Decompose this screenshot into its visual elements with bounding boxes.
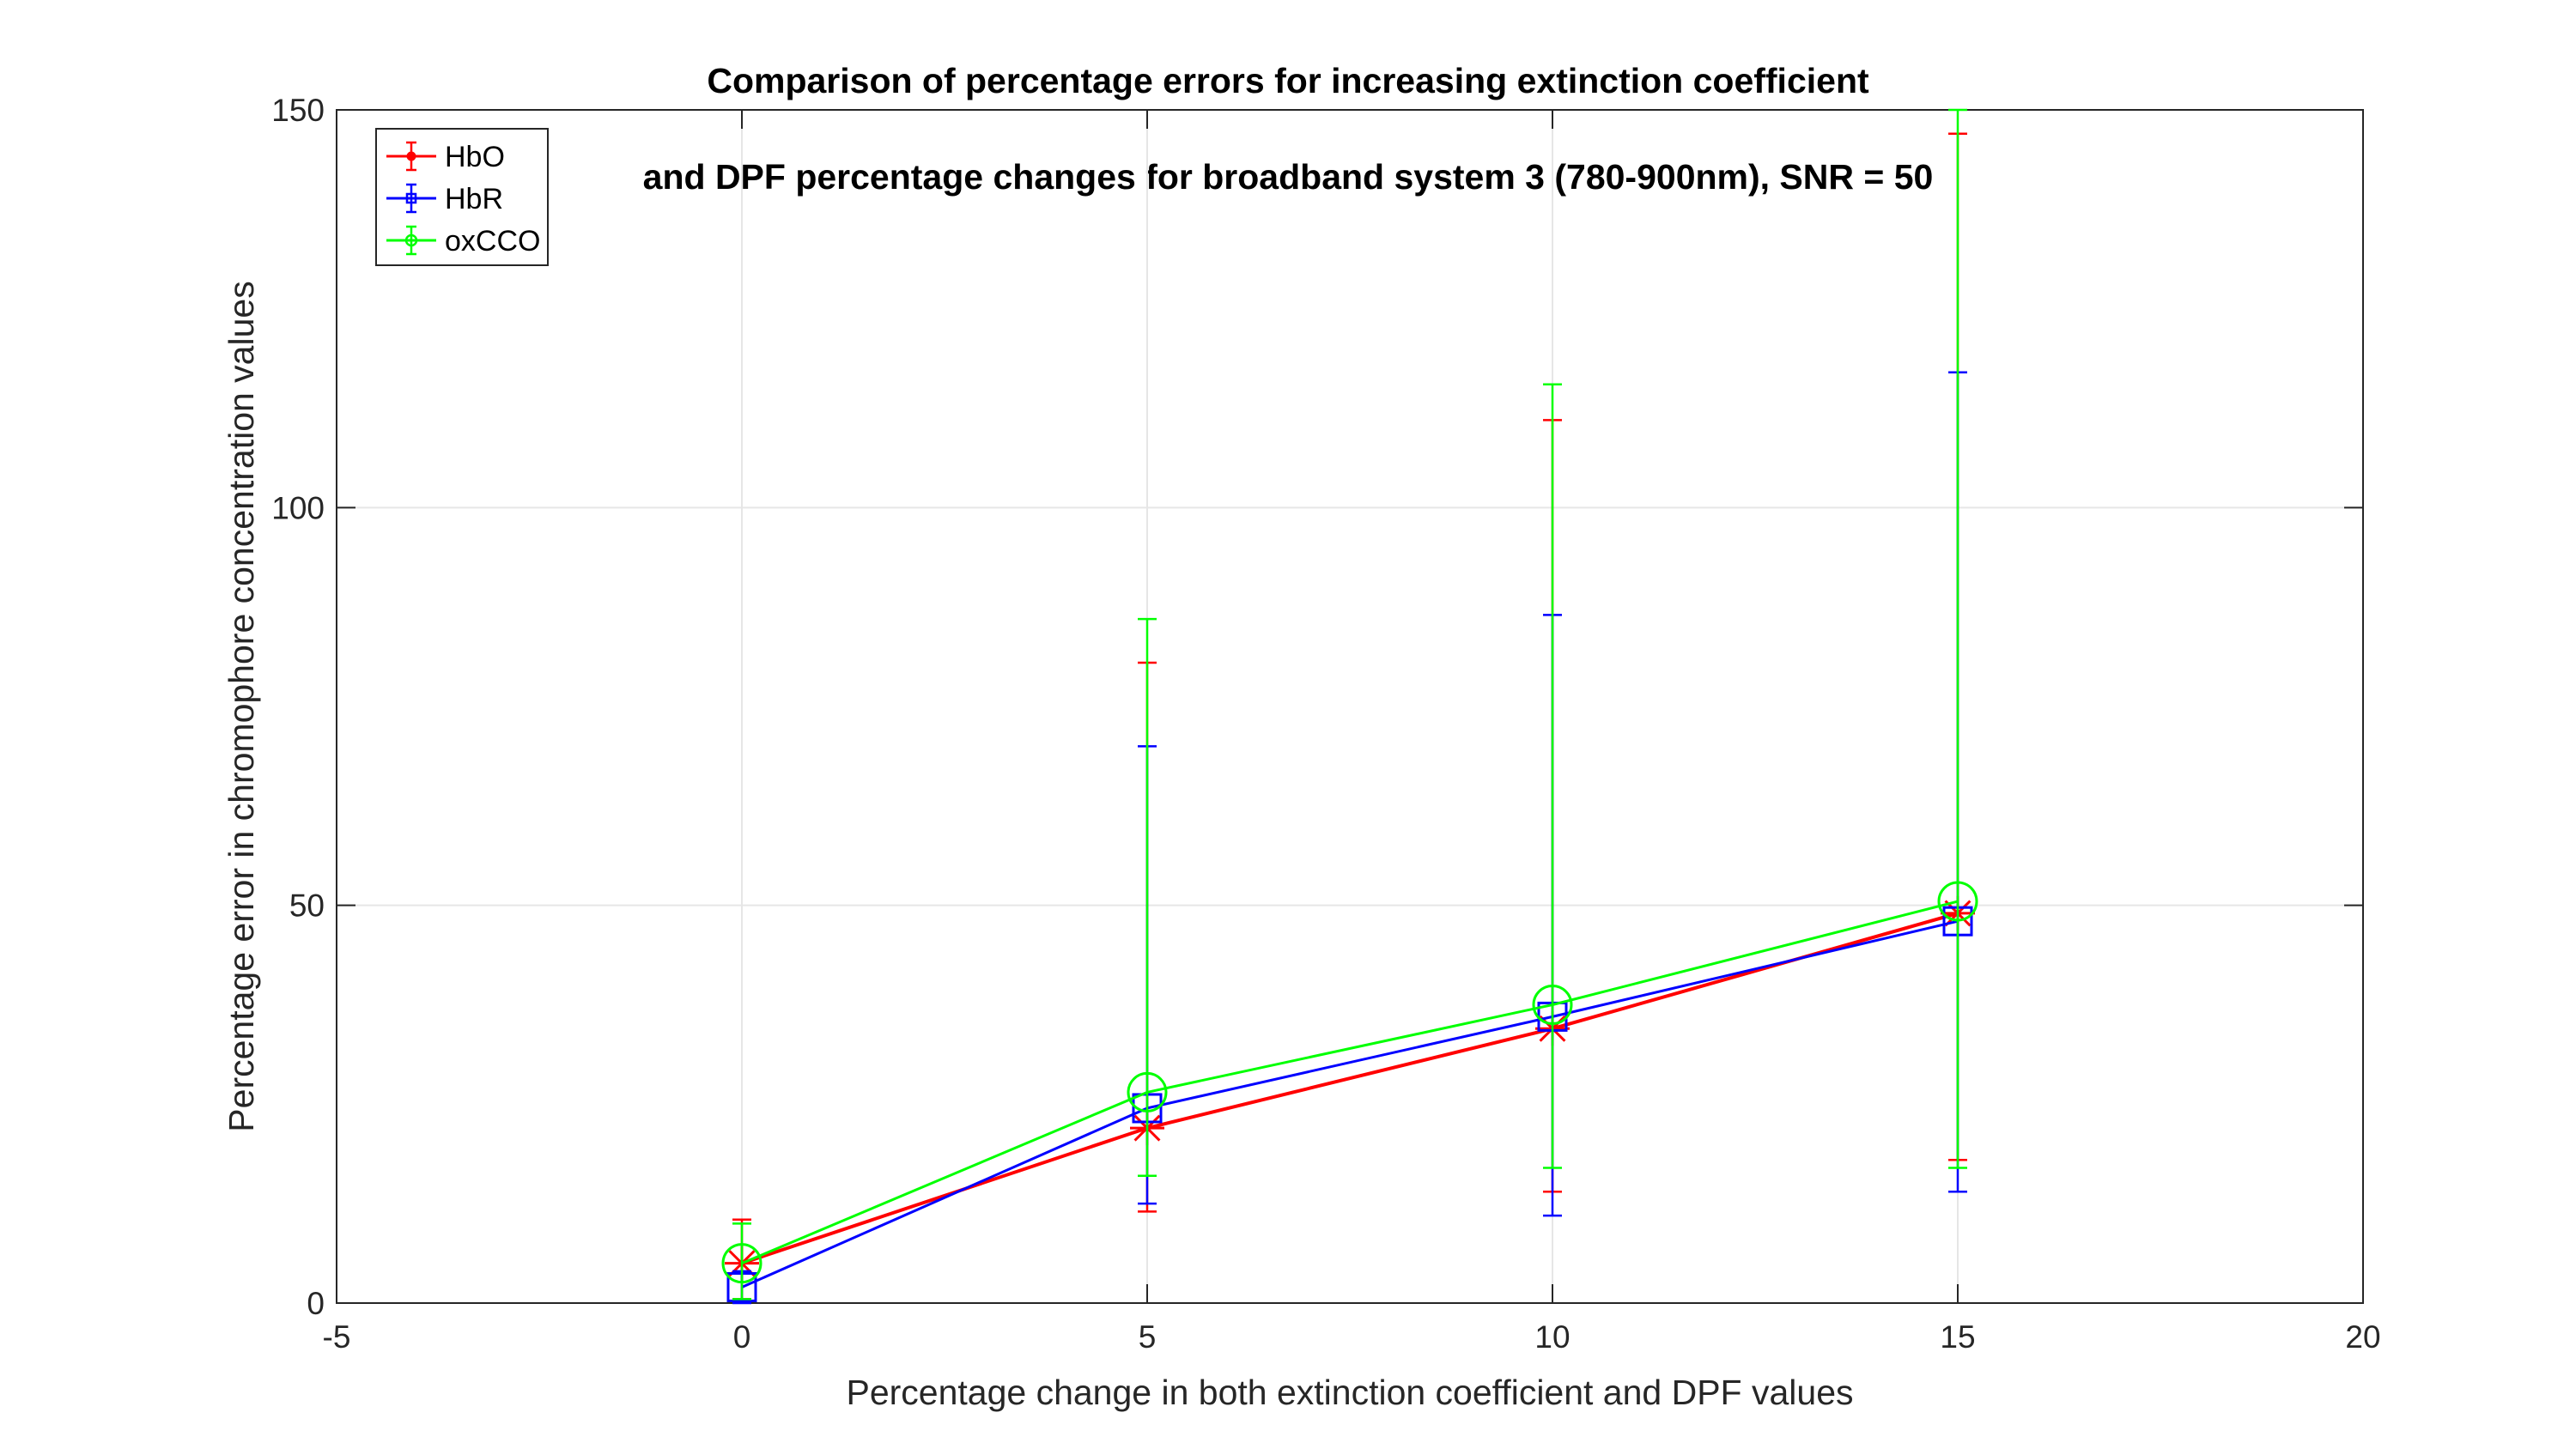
x-tick-label: 20 [2345,1319,2380,1355]
series-layer [721,108,1978,1305]
error-bar [1543,383,1562,1169]
legend-entry-hbo: HbO [386,141,505,173]
x-axis-label: Percentage change in both extinction coe… [846,1373,1853,1412]
series-hbo [725,132,1975,1300]
chart-title-line-2: and DPF percentage changes for broadband… [642,157,1934,197]
series-oxcco [721,108,1978,1300]
y-tick-label: 50 [289,888,325,924]
legend-label: oxCCO [445,225,540,258]
legend-label: HbO [445,141,505,173]
data-point [1937,881,1978,922]
legend-label: HbR [445,183,503,215]
error-bar [1138,617,1157,1177]
axes-box [336,109,2364,1304]
series-hbr [726,371,1973,1305]
data-point [1532,985,1573,1025]
y-tick-label: 100 [271,490,325,525]
data-point [721,1243,762,1284]
legend-entry-oxcco: oxCCO [386,225,540,258]
x-tick-label: 10 [1534,1319,1570,1355]
y-axis-label: Percentage error in chromophore concentr… [222,281,261,1131]
legend: HbO HbR oxCCO [375,128,549,266]
chart-title: Comparison of percentage errors for incr… [0,9,2576,249]
legend-entry-hbr: HbR [386,183,503,215]
x-tick-label: -5 [323,1319,351,1355]
grid-layer [336,109,2364,1304]
chart-title-line-1: Comparison of percentage errors for incr… [707,61,1869,100]
x-tick-label: 15 [1940,1319,1975,1355]
error-bar [732,1222,751,1300]
series-line [741,919,1959,1288]
x-tick-label: 5 [1139,1319,1157,1355]
y-tick-label: 150 [271,93,325,128]
series-line [741,900,1959,1265]
error-bar [1948,108,1967,1169]
x-tick-label: 0 [733,1319,751,1355]
data-point [1127,1071,1168,1113]
series-line [741,912,1959,1265]
y-tick-label: 0 [307,1286,325,1321]
